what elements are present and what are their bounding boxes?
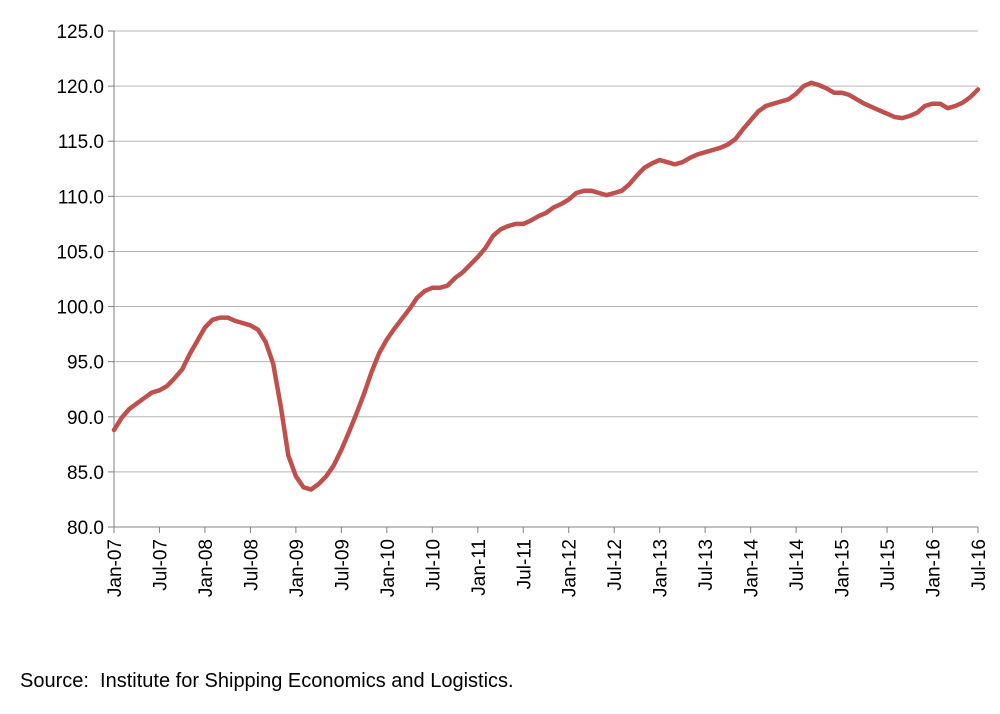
x-axis-tick-labels: Jan-07 Jul-07 Jan-08 Jul-08 Jan-09 Jul-09 Jan-…: [105, 539, 990, 598]
x-tick-label: Jan-15: [833, 539, 854, 597]
x-tick-label: Jul-11: [514, 539, 535, 589]
y-tick-label: 105.0: [56, 242, 104, 263]
y-tick-label: 110.0: [58, 187, 104, 208]
x-tick-label: Jan-13: [651, 539, 672, 597]
source-note: Source: Institute for Shipping Economics…: [20, 670, 514, 692]
x-tick-label: Jan-09: [287, 539, 308, 597]
x-tick-label: Jul-07: [150, 539, 171, 591]
y-tick-label: 125.0: [56, 22, 104, 43]
y-axis-tick-labels: 80.0 85.0 90.0 95.0 100.0 105.0 110.0 115.0 120.…: [56, 22, 104, 539]
x-tick-label: Jan-12: [560, 539, 581, 597]
x-tick-label: Jan-08: [196, 539, 217, 597]
x-tick-label: Jul-10: [423, 539, 444, 591]
y-tick-label: 115.0: [58, 132, 104, 153]
series-line: [111, 80, 981, 492]
x-tick-label: Jan-07: [105, 539, 126, 597]
y-tick-label: 80.0: [67, 518, 104, 539]
x-tick-label: Jul-13: [696, 539, 717, 591]
x-tick-label: Jul-15: [878, 539, 899, 591]
y-tick-label: 100.0: [56, 298, 104, 319]
series-layer: [111, 80, 981, 492]
y-tick-label: 95.0: [67, 353, 104, 374]
axes: [108, 30, 979, 533]
x-tick-label: Jan-14: [742, 539, 763, 598]
gridlines: [114, 30, 978, 473]
x-tick-label: Jul-12: [605, 539, 626, 591]
y-tick-label: 90.0: [67, 408, 104, 429]
x-tick-label: Jul-08: [241, 539, 262, 591]
x-tick-label: Jan-16: [924, 539, 945, 597]
x-tick-label: Jan-10: [378, 539, 399, 597]
y-tick-label: 120.0: [56, 77, 104, 98]
x-tick-label: Jul-09: [332, 539, 353, 591]
x-tick-label: Jan-11: [469, 539, 490, 596]
y-tick-label: 85.0: [67, 463, 104, 484]
x-tick-label: Jul-14: [787, 539, 808, 591]
x-tick-label: Jul-16: [969, 539, 990, 591]
